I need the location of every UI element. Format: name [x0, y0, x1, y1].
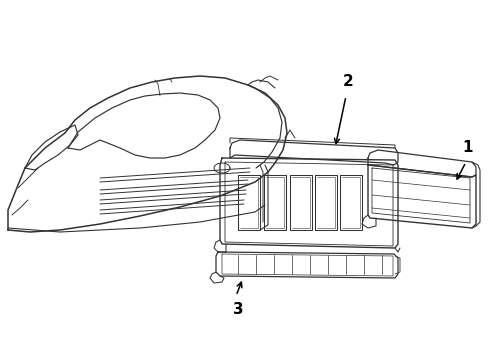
Text: 2: 2 [343, 75, 353, 90]
Text: 1: 1 [463, 140, 473, 156]
Text: 3: 3 [233, 302, 244, 318]
